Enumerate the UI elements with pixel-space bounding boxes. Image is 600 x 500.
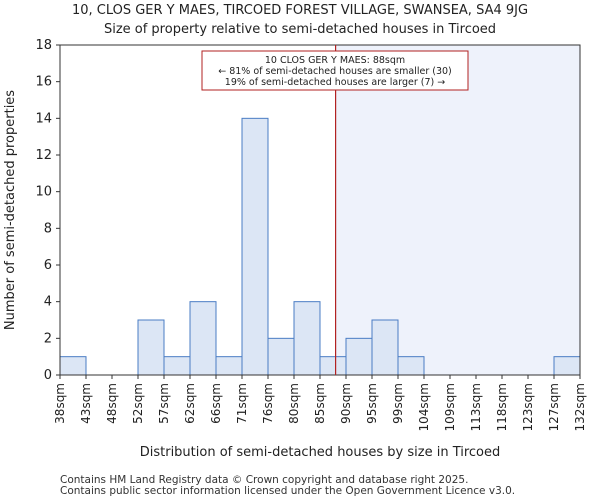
annotation-line: ← 81% of semi-detached houses are smalle… — [218, 66, 452, 77]
x-tick-label: 99sqm — [391, 383, 405, 424]
annotation-box — [201, 50, 469, 91]
x-tick-label: 127sqm — [547, 383, 561, 431]
bar-127sqm — [553, 356, 581, 376]
y-tick-label: 16 — [35, 75, 52, 90]
x-tick-label: 80sqm — [287, 383, 301, 424]
x-tick-label: 76sqm — [261, 383, 275, 424]
footer-copyright: Contains HM Land Registry data © Crown c… — [60, 474, 469, 486]
y-tick-label: 0 — [44, 368, 52, 383]
chart-title: 10, CLOS GER Y MAES, TIRCOED FOREST VILL… — [71, 3, 529, 18]
footer-licence: Contains public sector information licen… — [60, 485, 516, 497]
bar-99sqm — [397, 356, 425, 376]
x-tick-label: 62sqm — [183, 383, 197, 424]
y-tick-label: 18 — [35, 38, 52, 53]
bar-62sqm — [189, 301, 217, 376]
bar-85sqm — [319, 356, 347, 376]
y-tick-label: 2 — [44, 331, 52, 346]
x-tick-label: 104sqm — [417, 383, 431, 431]
x-tick-label: 52sqm — [131, 383, 145, 424]
x-tick-label: 38sqm — [53, 383, 67, 424]
bar-90sqm — [345, 337, 373, 376]
x-tick-label: 90sqm — [339, 383, 353, 424]
bar-66sqm — [215, 356, 243, 376]
bar-38sqm — [59, 356, 87, 376]
y-tick-label: 12 — [35, 148, 52, 163]
annotation-line: 10 CLOS GER Y MAES: 88sqm — [265, 55, 405, 66]
y-tick-label: 8 — [44, 221, 52, 236]
bar-52sqm — [137, 319, 165, 376]
x-tick-label: 66sqm — [209, 383, 223, 424]
x-tick-label: 113sqm — [469, 383, 483, 431]
x-tick-label: 85sqm — [313, 383, 327, 424]
x-tick-label: 123sqm — [521, 383, 535, 431]
bar-76sqm — [267, 337, 295, 376]
histogram-chart: 0 2 4 6 8 10 12 14 16 18 38sqm 43sqm 48sqm 52sqm 57sqm… — [3, 38, 587, 460]
y-tick-label: 4 — [44, 295, 52, 310]
bar-95sqm — [371, 319, 399, 376]
x-tick-label: 43sqm — [79, 383, 93, 424]
x-tick-label: 48sqm — [105, 383, 119, 424]
y-axis-label: Number of semi-detached properties — [3, 90, 18, 330]
annotation-line: 19% of semi-detached houses are larger (… — [225, 77, 445, 88]
x-tick-label: 132sqm — [573, 383, 587, 431]
plot-area: 0 2 4 6 8 10 12 14 16 18 38sqm 43sqm 48sqm 52sqm 57sqm… — [3, 38, 587, 460]
chart-subtitle: Size of property relative to semi-detach… — [103, 22, 497, 37]
x-axis-label: Distribution of semi-detached houses by … — [140, 445, 501, 460]
x-tick-label: 118sqm — [495, 383, 509, 431]
x-tick-label: 109sqm — [443, 383, 457, 431]
x-tick-label: 71sqm — [235, 383, 249, 424]
bar-71sqm — [241, 117, 269, 376]
x-tick-label: 95sqm — [365, 383, 379, 424]
x-tick-label: 57sqm — [157, 383, 171, 424]
y-tick-label: 6 — [44, 258, 52, 273]
bar-80sqm — [293, 301, 321, 376]
bar-57sqm — [163, 356, 191, 376]
y-tick-label: 14 — [35, 111, 52, 126]
y-tick-label: 10 — [35, 185, 52, 200]
